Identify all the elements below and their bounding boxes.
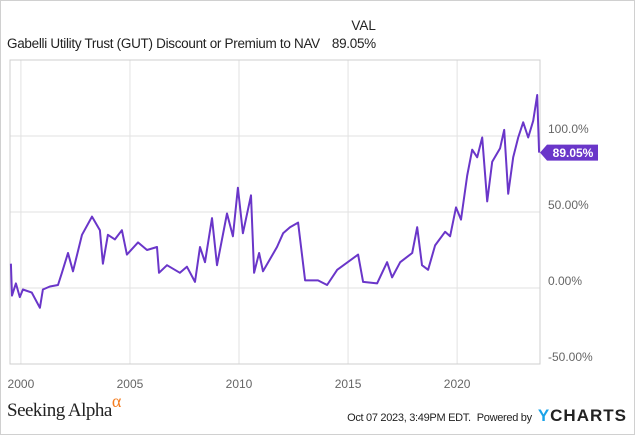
x-tick-label: 2015 (335, 377, 362, 391)
x-tick-label: 2000 (8, 377, 35, 391)
y-tick-label: 50.00% (548, 198, 589, 212)
legend: Gabelli Utility Trust (GUT) Discount or … (7, 18, 376, 52)
x-tick-label: 2010 (226, 377, 253, 391)
last-value-label: 89.05% (553, 146, 594, 160)
series-legend-value: 89.05% (331, 36, 376, 51)
last-value-badge: 89.05% (540, 144, 598, 161)
series-legend-name: Gabelli Utility Trust (GUT) Discount or … (7, 36, 320, 51)
ycharts-wordmark: CHARTS (550, 406, 627, 425)
x-tick-label: 2020 (444, 377, 471, 391)
grid (10, 60, 540, 365)
ycharts-y: Y (537, 406, 551, 425)
y-tick-label: 0.00% (548, 274, 582, 288)
series-group (9, 94, 541, 309)
y-tick-label: 100.0% (548, 122, 589, 136)
brand-name: Seeking Alpha (7, 400, 112, 421)
series-line (9, 94, 541, 309)
timestamp: Oct 07 2023, 3:49PM EDT. (347, 412, 471, 424)
val-column-heading: VAL (351, 18, 376, 33)
axes: 2000 2005 2010 2015 2020 100.0% 50.00% 0.00% -50… (8, 59, 593, 391)
last-value-badge-shape (540, 144, 598, 161)
alpha-symbol: α (111, 391, 121, 411)
plot-border (9, 59, 541, 365)
y-tick-label: -50.00% (548, 350, 593, 364)
powered-by: Powered by (476, 412, 532, 424)
legend-value-column: VAL 89.05% (332, 18, 376, 52)
ycharts-logo[interactable]: YCHARTS (538, 406, 627, 426)
seeking-alpha-logo[interactable]: Seeking Alphaα (7, 391, 121, 422)
x-tick-label: 2005 (117, 377, 144, 391)
footer-row: Oct 07 2023, 3:49PM EDT. Powered by YCHA… (347, 406, 627, 426)
